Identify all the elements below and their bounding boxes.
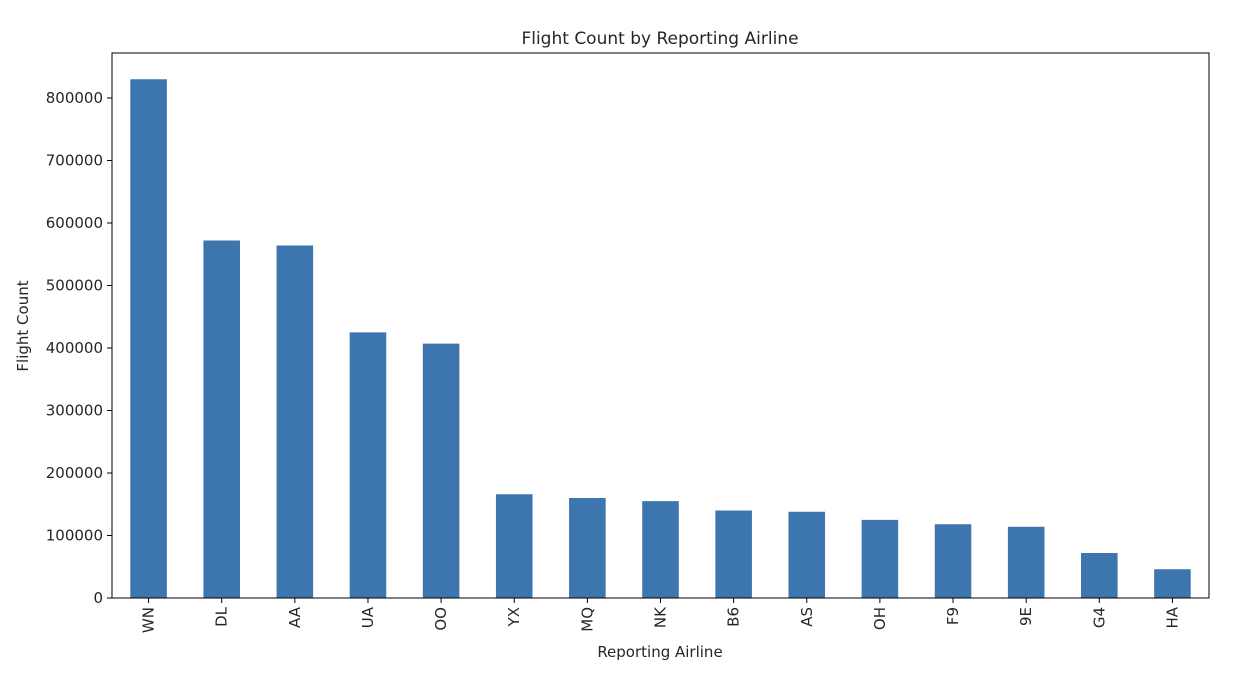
y-tick-label: 500000 (46, 277, 103, 295)
bar-nk (642, 501, 679, 599)
x-tick-label: B6 (725, 607, 743, 627)
x-tick-label: F9 (944, 607, 962, 625)
x-tick-label: MQ (578, 607, 596, 632)
y-tick-label: 100000 (46, 527, 103, 545)
bar-ua (349, 332, 387, 599)
bar-yx (495, 494, 533, 598)
x-tick-label: WN (140, 607, 158, 633)
x-tick-label: 9E (1017, 607, 1035, 626)
x-tick-label: NK (652, 606, 670, 628)
bar-mq (569, 498, 606, 598)
x-tick-label: OH (871, 607, 889, 630)
y-axis-label: Flight Count (14, 280, 32, 371)
chart-title: Flight Count by Reporting Airline (521, 29, 798, 49)
x-axis-ticks: WN DL AA UA OO YX MQ NK B6 AS OH F9 9E G4 HA (140, 598, 1181, 633)
bar-as (788, 511, 826, 598)
x-tick-label: AS (798, 607, 816, 627)
x-tick-label: UA (359, 606, 377, 628)
bar-oo (422, 343, 460, 599)
bar-ha (1154, 569, 1191, 598)
y-tick-label: 0 (93, 589, 103, 607)
y-tick-label: 300000 (46, 402, 103, 420)
y-axis-ticks: 0 100000 200000 300000 400000 500000 600000 700… (46, 89, 112, 607)
y-tick-label: 200000 (46, 464, 103, 482)
x-tick-label: HA (1163, 606, 1181, 628)
bar-dl (203, 240, 240, 598)
x-tick-label: G4 (1090, 607, 1108, 628)
y-tick-label: 400000 (46, 339, 103, 357)
bar-g4 (1081, 553, 1118, 598)
y-tick-label: 800000 (46, 89, 103, 107)
x-tick-label: YX (505, 607, 523, 627)
x-tick-label: OO (432, 607, 450, 631)
bar-aa (276, 245, 314, 598)
bars-group (130, 79, 1191, 599)
plot-frame (111, 52, 1210, 599)
y-tick-label: 600000 (46, 214, 103, 232)
x-tick-label: DL (213, 606, 231, 627)
bar-9e (1007, 526, 1045, 598)
x-tick-label: AA (286, 606, 304, 628)
bar-wn (130, 79, 167, 598)
y-tick-label: 700000 (46, 152, 103, 170)
x-axis-label: Reporting Airline (597, 643, 722, 661)
bar-f9 (934, 524, 972, 598)
bar-b6 (715, 510, 752, 598)
bar-oh (861, 519, 899, 599)
